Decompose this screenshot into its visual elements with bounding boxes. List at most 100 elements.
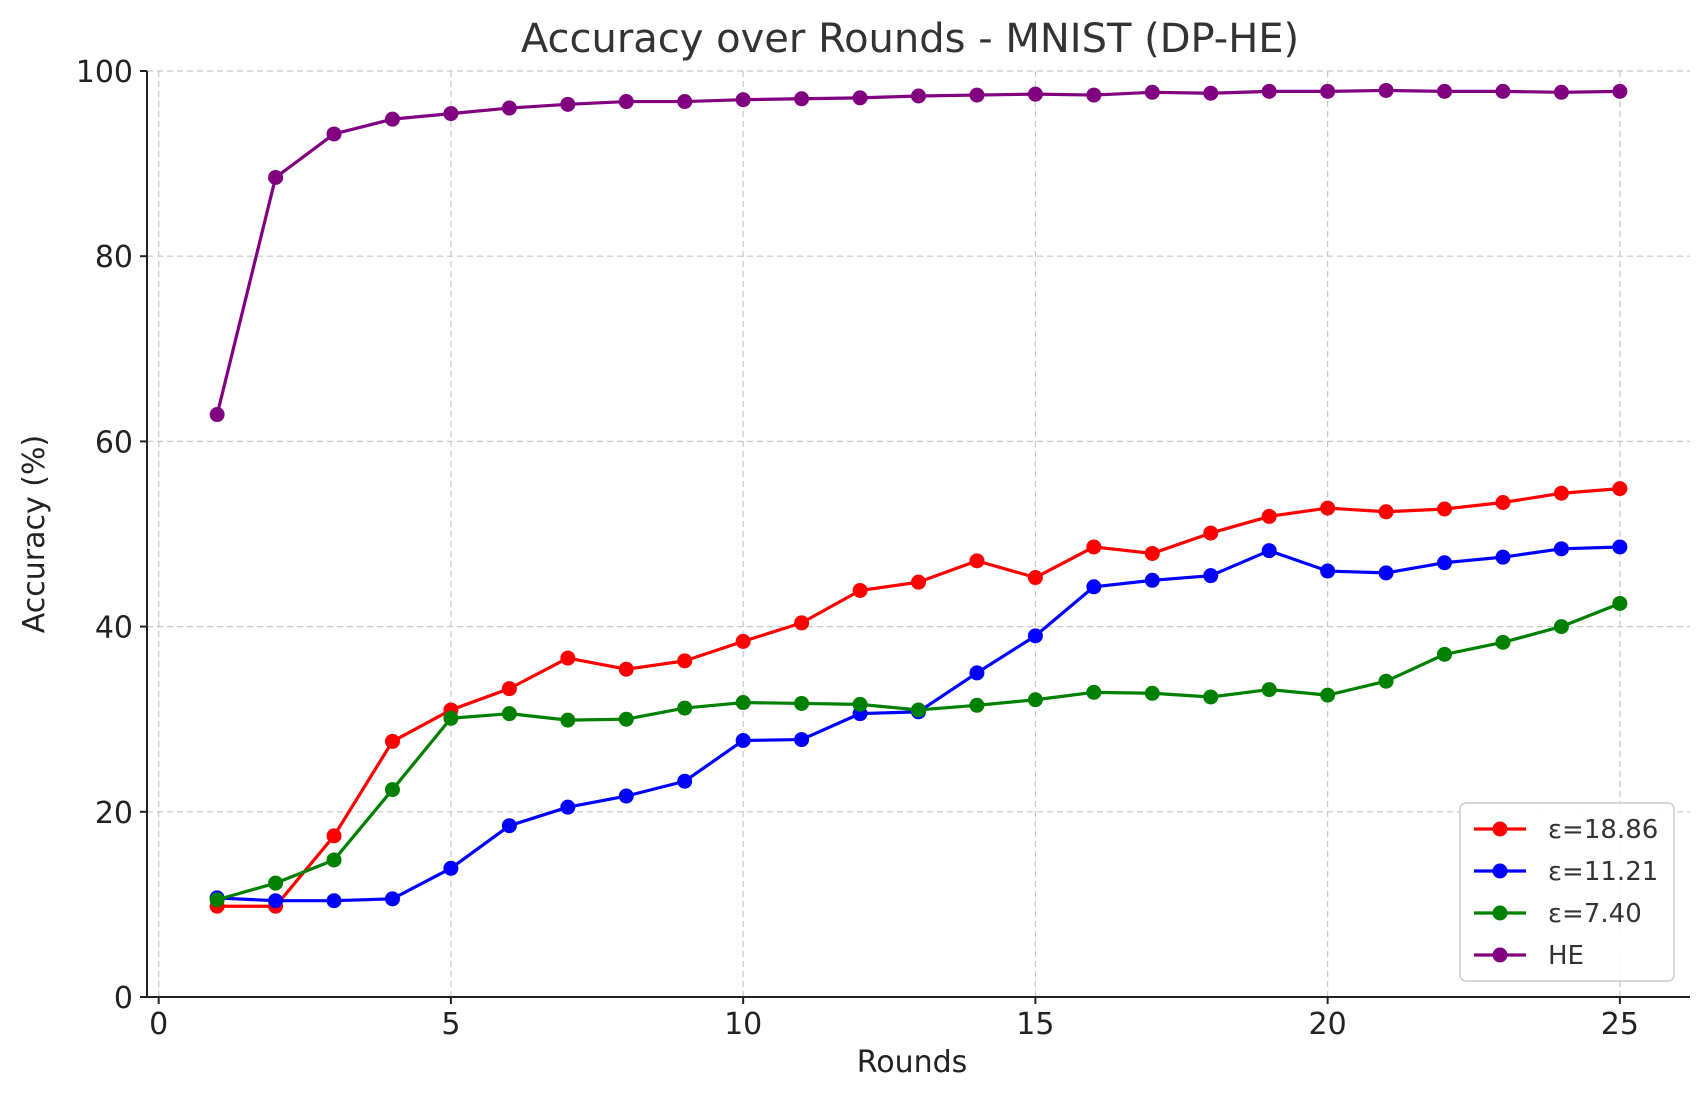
data-point [852, 582, 868, 598]
legend-item: ε=18.86 [1474, 815, 1658, 845]
data-point [618, 711, 634, 727]
data-point [852, 90, 868, 106]
data-point [1144, 572, 1160, 588]
data-point [1027, 692, 1043, 708]
data-point [1144, 545, 1160, 561]
data-point [911, 574, 926, 590]
x-tick-label: 5 [441, 1007, 460, 1042]
legend-swatch-marker [1492, 821, 1508, 837]
series-2 [209, 595, 1628, 908]
data-point [384, 111, 400, 127]
data-point [1144, 685, 1160, 701]
data-point [501, 706, 517, 722]
data-point [268, 893, 284, 909]
data-point [1612, 83, 1628, 99]
x-tick-label: 20 [1309, 1007, 1347, 1042]
data-point [1495, 495, 1511, 511]
data-point [1320, 500, 1336, 516]
legend-label: HE [1548, 941, 1584, 971]
data-point [209, 407, 225, 423]
data-point [1495, 634, 1511, 650]
data-point [326, 828, 342, 844]
data-point [1027, 628, 1043, 644]
axes [146, 71, 1690, 998]
data-point [1261, 543, 1277, 559]
chart-title: Accuracy over Rounds - MNIST (DP-HE) [521, 16, 1299, 62]
data-point [794, 615, 810, 631]
data-point [1437, 555, 1453, 571]
data-point [1437, 646, 1453, 662]
legend-label: ε=7.40 [1548, 899, 1642, 929]
series-0 [209, 481, 1628, 914]
data-point [1378, 673, 1394, 689]
data-point [1553, 619, 1569, 635]
data-point [618, 661, 634, 677]
data-point [501, 681, 517, 697]
data-point [1378, 82, 1394, 98]
data-point [735, 92, 751, 108]
y-tick-label: 40 [95, 611, 133, 646]
data-point [1086, 684, 1102, 700]
data-point [268, 169, 284, 185]
series-line [217, 487, 1620, 908]
legend-label: ε=18.86 [1548, 815, 1658, 845]
data-point [560, 96, 576, 112]
y-axis-label: Accuracy (%) [17, 435, 52, 633]
data-point [1203, 689, 1219, 705]
y-tick-label: 0 [114, 981, 133, 1016]
legend-items: ε=18.86 ε=11.21 ε=7.40 HE [1474, 815, 1658, 971]
data-point [794, 91, 810, 107]
data-point [560, 799, 576, 815]
series [209, 82, 1628, 914]
data-point [1437, 501, 1453, 517]
legend-label: ε=11.21 [1548, 857, 1658, 887]
data-point [326, 852, 342, 868]
data-point [969, 697, 985, 713]
data-point [443, 710, 459, 726]
data-point [501, 100, 517, 116]
series-line [215, 88, 1620, 415]
data-point [1320, 83, 1336, 99]
x-tick-label: 0 [149, 1007, 168, 1042]
data-point [1553, 84, 1569, 100]
data-point [384, 782, 400, 798]
legend-item: HE [1474, 941, 1584, 971]
data-point [326, 893, 342, 909]
legend-item: ε=11.21 [1474, 857, 1658, 887]
data-point [1495, 83, 1511, 99]
grid [147, 70, 1690, 998]
legend-item: ε=7.40 [1474, 899, 1642, 929]
legend-swatch-marker [1492, 905, 1508, 921]
x-tick-label: 15 [1016, 1007, 1054, 1042]
data-point [1027, 570, 1043, 586]
x-tick-label: 25 [1601, 1007, 1639, 1042]
data-point [1320, 687, 1336, 703]
x-tick-label: 10 [724, 1007, 762, 1042]
y-tick-label: 80 [95, 240, 133, 275]
data-point [969, 665, 985, 681]
data-point [1261, 83, 1277, 99]
y-tick-label: 60 [95, 425, 133, 460]
data-point [1320, 563, 1336, 579]
data-point [1261, 682, 1277, 698]
x-axis-label: Rounds [857, 1045, 968, 1080]
data-point [852, 696, 868, 712]
data-point [1203, 525, 1219, 541]
data-point [560, 712, 576, 728]
series-3 [209, 82, 1628, 423]
data-point [794, 732, 810, 748]
y-tick-label: 20 [95, 796, 133, 831]
data-point [1203, 568, 1219, 584]
legend-swatch-marker [1492, 863, 1508, 879]
data-point [677, 94, 693, 110]
data-point [326, 126, 342, 142]
data-point [384, 891, 400, 907]
data-point [1261, 508, 1277, 524]
data-point [443, 860, 459, 876]
data-point [677, 700, 693, 716]
data-point [969, 87, 985, 103]
data-point [1086, 579, 1102, 595]
data-point [618, 94, 634, 110]
data-point [911, 88, 926, 104]
